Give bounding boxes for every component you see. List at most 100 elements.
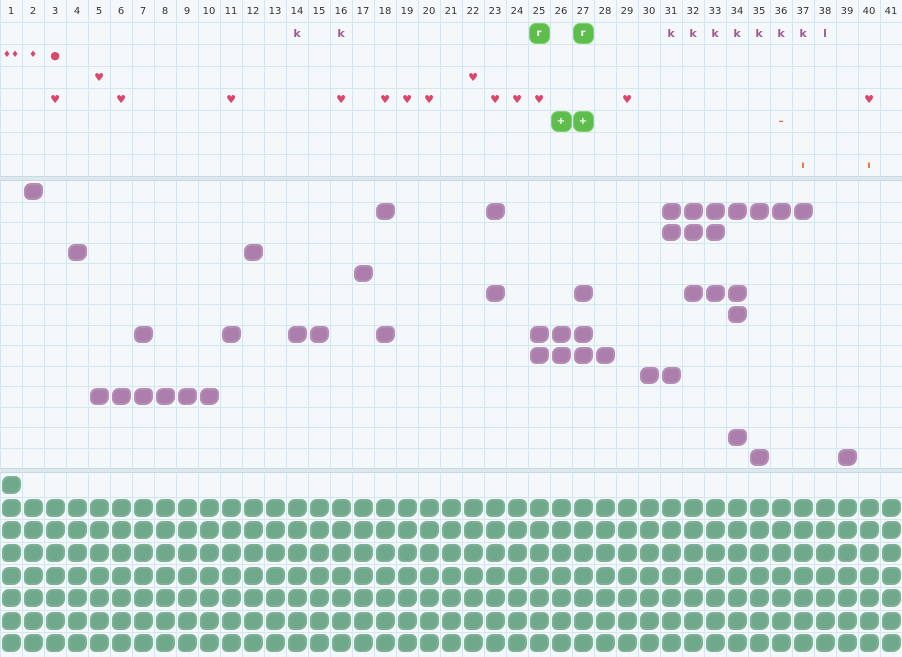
green-tile[interactable] <box>836 632 858 655</box>
green-tile[interactable] <box>22 497 44 520</box>
green-tile[interactable] <box>396 610 418 633</box>
green-tile[interactable] <box>440 542 462 565</box>
green-tile[interactable] <box>22 587 44 610</box>
green-tile[interactable] <box>858 587 880 610</box>
green-tile[interactable] <box>462 542 484 565</box>
green-tile[interactable] <box>594 542 616 565</box>
green-tile[interactable] <box>638 587 660 610</box>
green-tile[interactable] <box>198 497 220 520</box>
green-tile[interactable] <box>374 610 396 633</box>
purple-tile[interactable] <box>286 325 308 346</box>
green-tile[interactable] <box>198 610 220 633</box>
green-tile[interactable] <box>374 587 396 610</box>
green-tile[interactable] <box>836 497 858 520</box>
green-tile[interactable] <box>264 587 286 610</box>
heart-icon[interactable]: ♥ <box>402 92 412 106</box>
green-tile[interactable] <box>770 542 792 565</box>
green-tile[interactable] <box>484 632 506 655</box>
green-tile[interactable] <box>748 519 770 542</box>
green-tile[interactable] <box>814 564 836 587</box>
purple-tile[interactable] <box>748 202 770 223</box>
purple-tile[interactable] <box>22 181 44 202</box>
green-tile[interactable] <box>770 497 792 520</box>
green-tile[interactable] <box>440 610 462 633</box>
heart-icon[interactable]: ♥ <box>226 92 236 106</box>
green-tile[interactable] <box>550 632 572 655</box>
green-tile[interactable] <box>308 519 330 542</box>
green-tile[interactable] <box>660 497 682 520</box>
green-tile[interactable] <box>814 587 836 610</box>
green-tile[interactable] <box>792 519 814 542</box>
green-tile[interactable] <box>286 632 308 655</box>
green-tile[interactable] <box>176 587 198 610</box>
green-tile[interactable] <box>880 632 902 655</box>
green-tile[interactable] <box>418 564 440 587</box>
green-tile[interactable] <box>0 587 22 610</box>
purple-tile[interactable] <box>132 386 154 407</box>
green-tile[interactable] <box>264 610 286 633</box>
green-tile[interactable] <box>88 610 110 633</box>
green-tile[interactable] <box>176 542 198 565</box>
purple-tile[interactable] <box>682 222 704 243</box>
purple-tile[interactable] <box>638 366 660 387</box>
green-tile[interactable] <box>132 632 154 655</box>
green-tile[interactable] <box>462 587 484 610</box>
green-tile[interactable] <box>66 519 88 542</box>
green-tile[interactable] <box>594 519 616 542</box>
green-tile[interactable] <box>440 564 462 587</box>
green-tile[interactable] <box>132 587 154 610</box>
green-tile[interactable] <box>550 542 572 565</box>
green-tile[interactable] <box>0 564 22 587</box>
green-tile[interactable] <box>880 519 902 542</box>
green-tile[interactable] <box>418 587 440 610</box>
letter-k-marker[interactable]: k <box>293 26 301 40</box>
green-tile[interactable] <box>770 610 792 633</box>
purple-tile[interactable] <box>308 325 330 346</box>
green-tile[interactable] <box>330 497 352 520</box>
green-tile[interactable] <box>880 564 902 587</box>
green-tile[interactable] <box>352 542 374 565</box>
purple-tile[interactable] <box>572 345 594 366</box>
green-tile[interactable] <box>176 519 198 542</box>
green-tile[interactable] <box>308 542 330 565</box>
green-tile[interactable] <box>726 610 748 633</box>
green-tile[interactable] <box>396 632 418 655</box>
dot-icon[interactable]: ● <box>50 48 60 62</box>
green-tile[interactable] <box>638 519 660 542</box>
green-tile[interactable] <box>66 587 88 610</box>
green-tile[interactable] <box>198 564 220 587</box>
green-tile[interactable] <box>286 610 308 633</box>
green-tile[interactable] <box>528 542 550 565</box>
purple-tile[interactable] <box>132 325 154 346</box>
green-tile[interactable] <box>0 632 22 655</box>
purple-tile[interactable] <box>198 386 220 407</box>
green-tile[interactable] <box>726 519 748 542</box>
heart-icon[interactable]: ♥ <box>512 92 522 106</box>
letter-k-marker[interactable]: k <box>337 26 345 40</box>
green-tile[interactable] <box>154 564 176 587</box>
green-tile[interactable] <box>462 497 484 520</box>
green-tile[interactable] <box>660 610 682 633</box>
green-tile[interactable] <box>462 564 484 587</box>
purple-tile[interactable] <box>154 386 176 407</box>
green-tile[interactable] <box>308 497 330 520</box>
purple-tile[interactable] <box>242 243 264 264</box>
green-tile[interactable] <box>286 564 308 587</box>
green-tile[interactable] <box>770 632 792 655</box>
green-tile[interactable] <box>286 542 308 565</box>
purple-tile[interactable] <box>682 202 704 223</box>
green-tile[interactable] <box>176 497 198 520</box>
green-tile[interactable] <box>22 632 44 655</box>
tick-marker[interactable]: ı <box>801 159 805 171</box>
green-tile[interactable] <box>66 632 88 655</box>
green-tile[interactable] <box>440 632 462 655</box>
green-tile[interactable] <box>22 610 44 633</box>
green-tile[interactable] <box>704 632 726 655</box>
green-tile[interactable] <box>330 564 352 587</box>
green-tile[interactable] <box>748 564 770 587</box>
green-tile[interactable] <box>154 610 176 633</box>
green-tile[interactable] <box>682 519 704 542</box>
purple-tile[interactable] <box>726 304 748 325</box>
green-tile[interactable] <box>682 587 704 610</box>
heart-icon[interactable]: ♥ <box>94 70 104 84</box>
